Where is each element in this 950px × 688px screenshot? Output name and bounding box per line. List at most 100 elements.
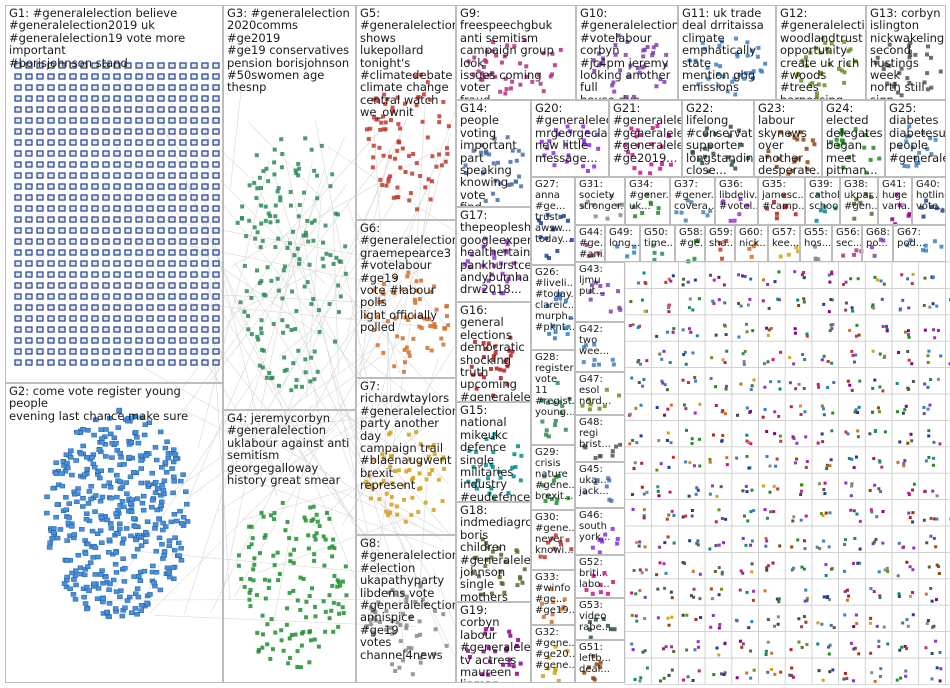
- mini-group: [945, 446, 950, 474]
- edge: [358, 277, 373, 384]
- node: [691, 308, 695, 312]
- node: [897, 541, 901, 545]
- node: [749, 543, 753, 547]
- node: [804, 63, 809, 68]
- node: [248, 588, 253, 593]
- node: [312, 349, 317, 354]
- mini-group: [651, 525, 679, 553]
- node: [480, 77, 485, 82]
- node: [266, 586, 271, 591]
- node: [927, 349, 931, 353]
- node: [201, 260, 209, 267]
- node: [168, 249, 176, 256]
- node: [718, 622, 722, 626]
- node: [569, 237, 574, 242]
- node: [402, 347, 407, 352]
- node: [883, 568, 887, 572]
- node: [69, 293, 77, 300]
- node: [852, 216, 857, 221]
- mini-group: [784, 552, 813, 580]
- node: [69, 260, 77, 267]
- node: [842, 39, 847, 44]
- node: [263, 293, 268, 298]
- node: [666, 431, 670, 435]
- node: [426, 177, 431, 182]
- node: [715, 646, 719, 650]
- node: [737, 335, 741, 339]
- node: [822, 595, 826, 599]
- node: [617, 393, 622, 398]
- node: [113, 238, 121, 245]
- node: [404, 626, 409, 631]
- node: [212, 95, 220, 102]
- node: [491, 161, 496, 166]
- node: [850, 484, 854, 488]
- mini-group: [891, 472, 920, 500]
- node: [739, 382, 743, 386]
- node: [398, 165, 403, 170]
- node: [179, 139, 187, 146]
- edge: [251, 175, 360, 385]
- node: [921, 130, 926, 135]
- node: [157, 227, 165, 234]
- node: [775, 457, 779, 461]
- group-label: G33: #winfo #ge... #ge19...: [531, 570, 575, 625]
- node: [160, 487, 167, 493]
- node: [92, 545, 99, 551]
- node: [95, 554, 101, 560]
- node: [937, 571, 941, 575]
- node: [135, 282, 143, 289]
- node: [878, 352, 882, 356]
- node: [78, 451, 84, 457]
- node: [708, 547, 712, 551]
- node: [671, 455, 675, 459]
- node: [824, 563, 828, 567]
- node: [765, 430, 769, 434]
- node: [293, 327, 298, 332]
- node: [140, 507, 147, 513]
- node: [124, 337, 132, 344]
- node: [713, 569, 717, 573]
- node: [14, 205, 22, 212]
- node: [545, 212, 550, 217]
- node: [484, 346, 489, 351]
- node: [923, 276, 927, 280]
- node: [741, 274, 745, 278]
- node: [144, 519, 151, 525]
- node: [47, 73, 55, 80]
- node: [494, 53, 499, 58]
- node: [638, 132, 643, 137]
- node: [46, 545, 53, 550]
- mini-group: [704, 340, 733, 368]
- node: [536, 218, 541, 223]
- node: [813, 257, 818, 262]
- node: [256, 337, 261, 342]
- node: [828, 643, 832, 647]
- node: [414, 288, 419, 293]
- node: [168, 62, 176, 69]
- node: [406, 350, 411, 355]
- node: [565, 124, 570, 129]
- node: [249, 332, 254, 337]
- node: [929, 534, 933, 538]
- node: [546, 256, 551, 261]
- node: [36, 304, 44, 311]
- node: [157, 429, 164, 435]
- node: [658, 352, 662, 356]
- node: [128, 509, 135, 515]
- node: [149, 498, 156, 503]
- node: [496, 546, 501, 551]
- node: [912, 546, 916, 550]
- node: [157, 161, 165, 168]
- node: [685, 428, 689, 432]
- node: [323, 223, 328, 228]
- node: [732, 76, 737, 81]
- node: [816, 621, 820, 625]
- mini-group: [811, 472, 839, 500]
- node: [492, 432, 497, 437]
- node: [179, 326, 187, 333]
- node: [641, 54, 646, 59]
- node: [824, 511, 828, 515]
- group-label: G55: hos...: [800, 225, 832, 262]
- node: [124, 598, 131, 603]
